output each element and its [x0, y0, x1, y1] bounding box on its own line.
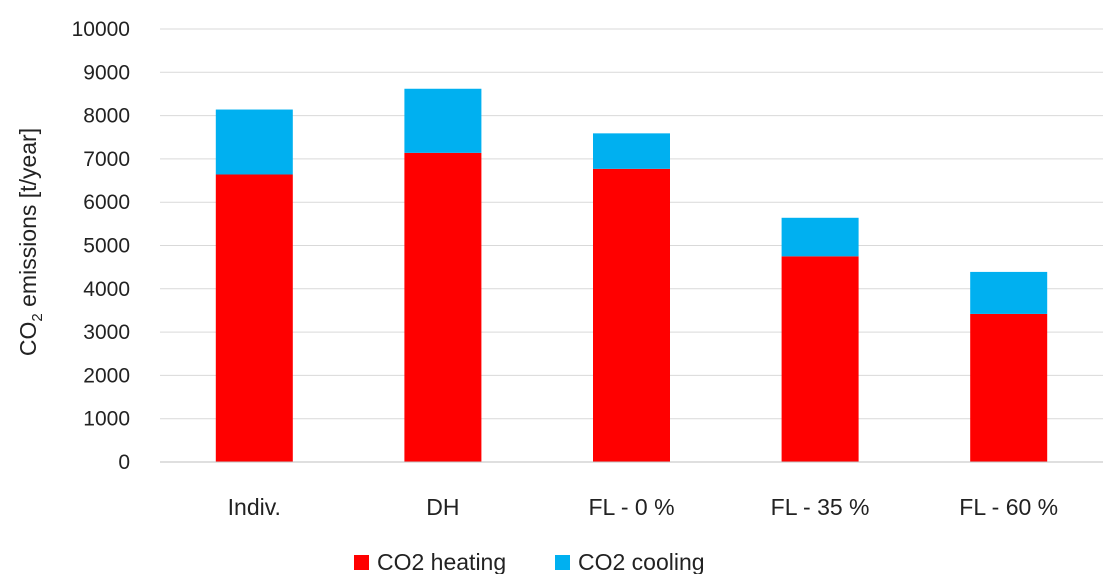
bar-segment: [781, 217, 859, 257]
y-axis-title-prefix: CO: [15, 322, 41, 357]
y-tick-label: 4000: [83, 278, 130, 301]
legend-swatch: [354, 555, 369, 570]
legend-item: CO2 heating: [354, 549, 506, 574]
bar-segment: [593, 133, 670, 169]
y-tick-label: 0: [118, 451, 130, 474]
y-axis-title-suffix: emissions [t/year]: [15, 128, 41, 313]
bar-segment: [404, 88, 482, 153]
y-tick-label: 3000: [83, 321, 130, 344]
y-tick-label: 9000: [83, 61, 130, 84]
bar-segment: [215, 109, 293, 175]
legend-label: CO2 cooling: [578, 549, 705, 574]
x-category-label: Indiv.: [228, 494, 281, 520]
y-tick-label: 10000: [72, 18, 130, 41]
y-tick-label: 5000: [83, 235, 130, 258]
x-category-label: DH: [426, 494, 459, 520]
y-axis-ticks: 0 1000 2000 3000 4000 5000 6000 7000 8000 9000 100…: [72, 18, 130, 474]
legend: CO2 heating CO2 cooling: [354, 549, 705, 574]
bar-segment: [215, 174, 293, 462]
bars: [215, 88, 1048, 462]
y-tick-label: 7000: [83, 148, 130, 171]
bar-segment: [970, 313, 1048, 462]
bar-segment: [593, 168, 670, 462]
y-tick-label: 2000: [83, 364, 130, 387]
y-tick-label: 6000: [83, 191, 130, 214]
bar-segment: [781, 256, 859, 462]
legend-item: CO2 cooling: [555, 549, 705, 574]
bar-segment: [970, 271, 1048, 314]
x-axis-categories: Indiv. DH FL - 0 % FL - 35 % FL - 60 %: [228, 494, 1058, 520]
x-category-label: FL - 60 %: [959, 494, 1058, 520]
y-axis-title: CO2 emissions [t/year]: [15, 128, 46, 356]
y-axis-title-subscript: 2: [29, 313, 46, 321]
bar-segment: [404, 152, 482, 462]
legend-swatch: [555, 555, 570, 570]
y-tick-label: 8000: [83, 105, 130, 128]
legend-label: CO2 heating: [377, 549, 506, 574]
y-tick-label: 1000: [83, 408, 130, 431]
x-category-label: FL - 0 %: [588, 494, 674, 520]
x-category-label: FL - 35 %: [771, 494, 870, 520]
